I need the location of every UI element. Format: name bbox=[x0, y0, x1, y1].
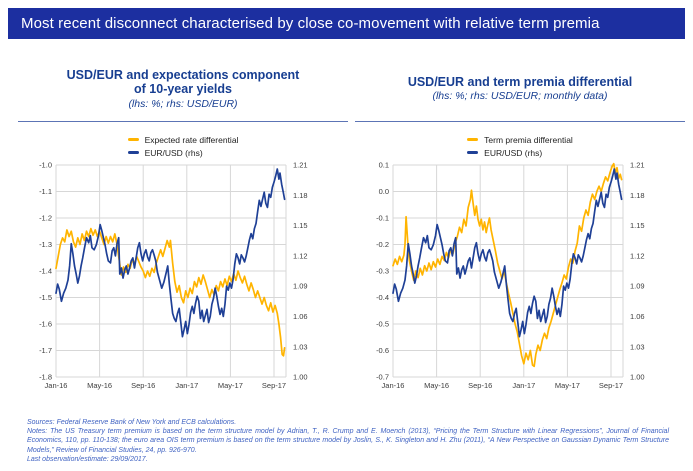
svg-text:1.09: 1.09 bbox=[630, 282, 645, 291]
left-chart-legend: Expected rate differential EUR/USD (rhs) bbox=[127, 133, 239, 159]
last-observation-line: Last observation/estimate: 29/09/2017. bbox=[27, 455, 148, 463]
slide-title-bar: Most recent disconnect characterised by … bbox=[8, 8, 685, 39]
svg-text:-0.4: -0.4 bbox=[376, 293, 389, 302]
svg-text:1.06: 1.06 bbox=[293, 312, 308, 321]
svg-text:1.03: 1.03 bbox=[293, 342, 308, 351]
svg-text:-0.5: -0.5 bbox=[376, 320, 389, 329]
svg-text:-1.4: -1.4 bbox=[39, 267, 52, 276]
svg-text:-0.3: -0.3 bbox=[376, 267, 389, 276]
svg-text:May-16: May-16 bbox=[87, 381, 112, 390]
left-title-divider bbox=[18, 121, 348, 122]
legend-label: EUR/USD (rhs) bbox=[484, 147, 543, 158]
slide-title: Most recent disconnect characterised by … bbox=[21, 15, 600, 32]
svg-text:1.21: 1.21 bbox=[630, 161, 645, 170]
svg-text:-0.7: -0.7 bbox=[376, 373, 389, 382]
legend-item: Expected rate differential bbox=[127, 133, 239, 146]
svg-text:-0.6: -0.6 bbox=[376, 346, 389, 355]
svg-text:-1.1: -1.1 bbox=[39, 187, 52, 196]
svg-text:1.18: 1.18 bbox=[630, 191, 645, 200]
svg-text:1.12: 1.12 bbox=[630, 251, 645, 260]
svg-text:Jan-17: Jan-17 bbox=[175, 381, 198, 390]
legend-item: EUR/USD (rhs) bbox=[467, 146, 573, 159]
legend-label: Term premia differential bbox=[484, 134, 573, 145]
svg-text:-1.8: -1.8 bbox=[39, 373, 52, 382]
blue-line-swatch bbox=[127, 151, 139, 154]
svg-text:0.0: 0.0 bbox=[379, 187, 389, 196]
svg-text:1.00: 1.00 bbox=[293, 373, 308, 382]
left-chart-title-line-1: USD/EUR and expectations component bbox=[66, 67, 300, 82]
svg-text:-0.2: -0.2 bbox=[376, 240, 389, 249]
svg-text:Sep-16: Sep-16 bbox=[131, 381, 155, 390]
left-line-chart: Jan-16 May-16 Sep-16 Jan-17 May-17 Sep-17 -1.0… bbox=[18, 161, 348, 397]
right-chart-subtitle: (lhs: %; rhs: USD/EUR; monthly data) bbox=[432, 90, 608, 103]
svg-text:Jan-17: Jan-17 bbox=[512, 381, 535, 390]
svg-text:-1.7: -1.7 bbox=[39, 346, 52, 355]
left-chart-title-block: USD/EUR and expectations component of 10… bbox=[18, 64, 348, 114]
right-title-divider bbox=[355, 121, 685, 122]
svg-text:Sep-17: Sep-17 bbox=[262, 381, 286, 390]
svg-text:Jan-16: Jan-16 bbox=[45, 381, 68, 390]
notes-paragraph: Notes: The US Treasury term premium is b… bbox=[27, 428, 669, 454]
legend-item: EUR/USD (rhs) bbox=[127, 146, 239, 159]
svg-text:May-17: May-17 bbox=[555, 381, 580, 390]
right-chart-panel: USD/EUR and term premia differential (lh… bbox=[355, 64, 685, 397]
svg-text:-1.6: -1.6 bbox=[39, 320, 52, 329]
left-chart-title-line-2: of 10-year yields bbox=[134, 82, 232, 96]
svg-text:Sep-17: Sep-17 bbox=[599, 381, 623, 390]
svg-text:Jan-16: Jan-16 bbox=[382, 381, 405, 390]
yellow-line-swatch bbox=[127, 138, 139, 141]
svg-text:1.06: 1.06 bbox=[630, 312, 645, 321]
svg-text:0.1: 0.1 bbox=[379, 161, 389, 170]
legend-label: Expected rate differential bbox=[144, 134, 239, 145]
svg-text:1.03: 1.03 bbox=[630, 342, 645, 351]
legend-item: Term premia differential bbox=[467, 133, 573, 146]
right-chart-title-block: USD/EUR and term premia differential (lh… bbox=[355, 64, 685, 114]
right-line-chart: Jan-16 May-16 Sep-16 Jan-17 May-17 Sep-17 0.1 0… bbox=[355, 161, 685, 397]
svg-text:1.12: 1.12 bbox=[293, 251, 308, 260]
svg-text:-1.5: -1.5 bbox=[39, 293, 52, 302]
legend-label: EUR/USD (rhs) bbox=[144, 147, 203, 158]
svg-text:-1.3: -1.3 bbox=[39, 240, 52, 249]
sources-line: Sources: Federal Reserve Bank of New Yor… bbox=[27, 419, 237, 426]
svg-text:1.18: 1.18 bbox=[293, 191, 308, 200]
right-chart-legend: Term premia differential EUR/USD (rhs) bbox=[467, 133, 573, 159]
svg-text:May-17: May-17 bbox=[218, 381, 243, 390]
svg-text:Sep-16: Sep-16 bbox=[468, 381, 492, 390]
svg-text:1.15: 1.15 bbox=[293, 221, 308, 230]
svg-text:May-16: May-16 bbox=[424, 381, 449, 390]
blue-line-swatch bbox=[467, 151, 479, 154]
svg-text:1.00: 1.00 bbox=[630, 373, 645, 382]
svg-text:-1.0: -1.0 bbox=[39, 161, 52, 170]
svg-text:1.15: 1.15 bbox=[630, 221, 645, 230]
svg-text:-1.2: -1.2 bbox=[39, 214, 52, 223]
right-chart-title: USD/EUR and term premia differential bbox=[407, 74, 633, 89]
left-chart-panel: USD/EUR and expectations component of 10… bbox=[18, 64, 348, 397]
yellow-line-swatch bbox=[467, 138, 479, 141]
svg-text:-0.1: -0.1 bbox=[376, 214, 389, 223]
left-chart-subtitle: (lhs: %; rhs: USD/EUR) bbox=[128, 97, 238, 110]
svg-text:1.21: 1.21 bbox=[293, 161, 308, 170]
svg-text:1.09: 1.09 bbox=[293, 282, 308, 291]
footer-notes: Sources: Federal Reserve Bank of New Yor… bbox=[27, 418, 669, 464]
